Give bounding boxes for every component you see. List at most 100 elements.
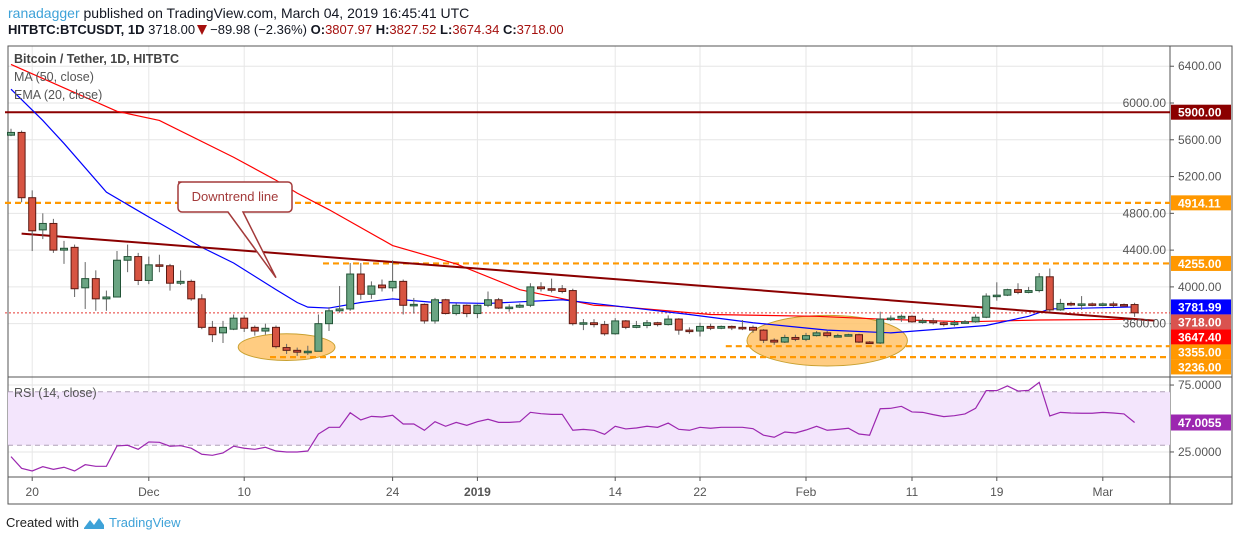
candle[interactable]: [17, 130, 26, 203]
candle[interactable]: [484, 291, 492, 308]
candle[interactable]: [929, 318, 938, 325]
candle[interactable]: [918, 318, 927, 324]
candle[interactable]: [399, 279, 408, 315]
candle[interactable]: [1056, 298, 1065, 311]
candle[interactable]: [696, 322, 704, 337]
candle[interactable]: [674, 318, 683, 335]
candle[interactable]: [526, 283, 535, 308]
candle[interactable]: [537, 282, 545, 292]
candle[interactable]: [547, 278, 556, 293]
candle[interactable]: [1088, 302, 1097, 307]
candle[interactable]: [113, 251, 121, 298]
candle[interactable]: [123, 244, 132, 273]
candle[interactable]: [1024, 286, 1033, 294]
candle[interactable]: [632, 320, 641, 329]
candle[interactable]: [219, 320, 227, 343]
candle[interactable]: [897, 314, 906, 322]
candle[interactable]: [600, 320, 609, 336]
candle[interactable]: [759, 329, 768, 343]
candle[interactable]: [1067, 301, 1075, 307]
candle[interactable]: [653, 321, 662, 327]
candle[interactable]: [908, 315, 916, 323]
candle[interactable]: [1109, 301, 1118, 308]
candle[interactable]: [770, 338, 779, 345]
candle[interactable]: [1120, 303, 1128, 307]
candle[interactable]: [855, 333, 863, 343]
candle[interactable]: [197, 294, 206, 330]
candle[interactable]: [91, 270, 100, 311]
candle[interactable]: [685, 327, 694, 334]
candle[interactable]: [240, 315, 249, 332]
candle[interactable]: [60, 240, 68, 264]
candle[interactable]: [325, 307, 333, 332]
candle[interactable]: [420, 303, 429, 324]
candle[interactable]: [166, 263, 174, 291]
candle[interactable]: [961, 319, 969, 324]
candle[interactable]: [378, 279, 386, 292]
candle[interactable]: [812, 331, 821, 337]
candle[interactable]: [950, 319, 959, 327]
candle[interactable]: [303, 345, 312, 355]
candle[interactable]: [7, 128, 15, 137]
candle[interactable]: [643, 319, 651, 329]
candle[interactable]: [992, 282, 1001, 301]
candle[interactable]: [431, 297, 439, 324]
author-link[interactable]: ranadagger: [8, 5, 80, 21]
candle[interactable]: [717, 325, 726, 330]
candle[interactable]: [1035, 273, 1044, 293]
candle[interactable]: [494, 297, 503, 309]
candle[interactable]: [346, 262, 355, 311]
candle[interactable]: [70, 244, 79, 298]
candle[interactable]: [515, 303, 524, 309]
candle[interactable]: [473, 304, 482, 319]
candle[interactable]: [261, 323, 270, 335]
candle[interactable]: [81, 262, 90, 309]
candle[interactable]: [738, 319, 747, 331]
candle[interactable]: [250, 325, 259, 336]
candle[interactable]: [1045, 268, 1054, 312]
candle[interactable]: [621, 319, 630, 330]
candle[interactable]: [409, 297, 418, 314]
candle[interactable]: [176, 270, 185, 286]
candle[interactable]: [611, 318, 620, 335]
candle[interactable]: [1003, 288, 1012, 297]
candle[interactable]: [282, 343, 291, 355]
candle[interactable]: [568, 288, 577, 326]
candle[interactable]: [367, 281, 376, 299]
candle[interactable]: [590, 319, 598, 328]
candle[interactable]: [102, 290, 111, 311]
candle[interactable]: [144, 256, 153, 285]
candle[interactable]: [452, 303, 461, 316]
candle[interactable]: [1077, 296, 1086, 310]
tradingview-link[interactable]: TradingView: [108, 515, 181, 530]
candle[interactable]: [876, 311, 885, 344]
candle[interactable]: [356, 262, 365, 300]
candle[interactable]: [886, 315, 895, 321]
candle[interactable]: [833, 333, 842, 338]
candle[interactable]: [939, 321, 948, 327]
candle[interactable]: [208, 320, 217, 343]
candle[interactable]: [388, 260, 397, 292]
candle[interactable]: [187, 279, 196, 301]
candle[interactable]: [462, 304, 471, 318]
candle[interactable]: [335, 285, 344, 313]
candle[interactable]: [49, 218, 58, 253]
candle[interactable]: [314, 314, 323, 352]
candle[interactable]: [865, 341, 874, 345]
candle[interactable]: [749, 325, 757, 333]
candle[interactable]: [38, 213, 47, 240]
candle[interactable]: [28, 190, 37, 252]
candle[interactable]: [1130, 302, 1139, 317]
candle[interactable]: [134, 252, 143, 286]
candle[interactable]: [780, 334, 789, 343]
candle[interactable]: [1014, 283, 1022, 295]
candle[interactable]: [791, 334, 800, 342]
candle[interactable]: [802, 332, 810, 342]
candle[interactable]: [441, 298, 450, 315]
candle[interactable]: [971, 314, 980, 323]
candle[interactable]: [272, 325, 280, 349]
candle[interactable]: [579, 319, 588, 331]
candle[interactable]: [229, 314, 238, 331]
candle[interactable]: [982, 293, 991, 319]
